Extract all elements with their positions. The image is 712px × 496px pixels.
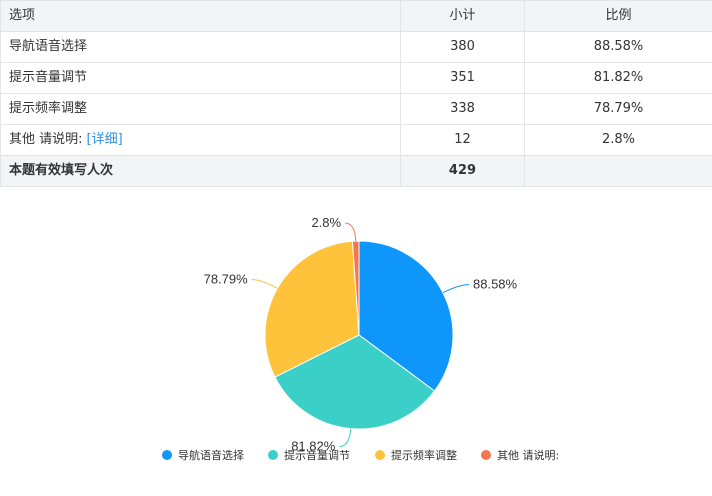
option-count: 380 — [400, 31, 525, 63]
option-label: 导航语音选择 — [0, 31, 401, 63]
legend-swatch-4[interactable] — [481, 450, 491, 460]
pie-label-1: 88.58% — [473, 277, 518, 292]
pie-chart: 88.58% 81.82% 78.79% 2.8% 导航语音选择 提示音量调节 提示频率调整… — [162, 215, 559, 462]
pie-slice-3[interactable] — [264, 240, 360, 378]
total-empty — [524, 155, 712, 187]
legend-swatch-2[interactable] — [268, 450, 278, 460]
table-row: 提示音量调节 351 81.82% — [0, 62, 712, 94]
legend-label-2[interactable]: 提示音量调节 — [284, 448, 350, 462]
pie-leader-line-3 — [251, 279, 278, 289]
pie-leader-line-1 — [442, 284, 470, 294]
table-row: 提示频率调整 338 78.79% — [0, 93, 712, 125]
option-count: 338 — [400, 93, 525, 125]
table-header-row: 选项 小计 比例 — [0, 0, 712, 32]
option-ratio: 81.82% — [524, 62, 712, 94]
legend-label-3[interactable]: 提示频率调整 — [391, 448, 457, 462]
legend-swatch-1[interactable] — [162, 450, 172, 460]
table-row: 导航语音选择 380 88.58% — [0, 31, 712, 63]
pie-slice-1[interactable] — [358, 240, 454, 392]
option-cell: 其他 请说明: [详细] — [0, 124, 401, 156]
option-label: 提示音量调节 — [0, 62, 401, 94]
stats-table: 选项 小计 比例 导航语音选择 380 88.58% 提示音量调节 351 81… — [0, 0, 712, 187]
option-ratio: 2.8% — [524, 124, 712, 156]
header-ratio: 比例 — [524, 0, 712, 32]
total-row: 本题有效填写人次 429 — [0, 155, 712, 187]
header-count: 小计 — [400, 0, 525, 32]
detail-link[interactable]: [详细] — [86, 132, 123, 147]
option-count: 351 — [400, 62, 525, 94]
total-label: 本题有效填写人次 — [0, 155, 401, 187]
option-ratio: 88.58% — [524, 31, 712, 63]
header-option: 选项 — [0, 0, 401, 32]
pie-label-3: 78.79% — [204, 272, 249, 287]
pie-leader-line-2 — [339, 428, 352, 448]
pie-label-2: 81.82% — [291, 439, 336, 454]
legend-label-1[interactable]: 导航语音选择 — [178, 448, 244, 462]
total-count: 429 — [400, 155, 525, 187]
option-ratio: 78.79% — [524, 93, 712, 125]
option-label: 其他 请说明: — [9, 132, 83, 147]
pie-leader-line-4 — [345, 222, 357, 242]
table-row: 其他 请说明: [详细] 12 2.8% — [0, 124, 712, 156]
legend-label-4[interactable]: 其他 请说明: — [497, 448, 559, 462]
legend-swatch-3[interactable] — [375, 450, 385, 460]
option-count: 12 — [400, 124, 525, 156]
pie-label-4: 2.8% — [311, 215, 341, 230]
option-label: 提示频率调整 — [0, 93, 401, 125]
